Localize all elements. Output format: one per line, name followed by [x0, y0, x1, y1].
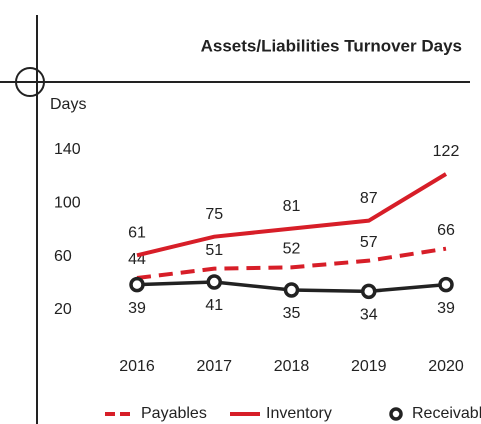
legend-marker: [389, 407, 403, 421]
marker: [206, 274, 222, 290]
x-tick-label: 2019: [351, 358, 387, 375]
legend-label: Receivables: [412, 405, 481, 422]
series-line: [136, 246, 447, 280]
marker: [361, 283, 377, 300]
data-label: 51: [205, 242, 223, 259]
data-label: 61: [128, 225, 146, 242]
x-tick-label: 2016: [119, 358, 155, 375]
y-tick-label: 60: [54, 248, 72, 265]
series-line: [136, 172, 448, 258]
legend-label: Payables: [141, 405, 207, 422]
data-label: 87: [360, 190, 378, 207]
x-tick-label: 2020: [428, 358, 464, 375]
crosshair: [15, 67, 45, 97]
data-label: 34: [360, 307, 378, 324]
data-label: 75: [205, 206, 223, 223]
data-label: 35: [283, 305, 301, 322]
marker: [438, 276, 454, 293]
x-tick-label: 2017: [196, 358, 232, 375]
chart-title: Assets/Liabilities Turnover Days: [201, 36, 462, 55]
x-tick-label: 2018: [274, 358, 310, 375]
y-axis-label: Days: [50, 96, 86, 113]
y-tick-label: 140: [54, 141, 81, 158]
legend-label: Inventory: [266, 405, 332, 422]
data-label: 41: [205, 297, 223, 314]
data-label: 52: [283, 241, 301, 258]
y-tick-label: 20: [54, 301, 72, 318]
data-label: 39: [128, 300, 146, 317]
data-label: 122: [433, 143, 460, 160]
y-tick-label: 100: [54, 195, 81, 212]
data-label: 39: [437, 300, 455, 317]
marker: [129, 276, 145, 293]
data-label: 81: [283, 198, 301, 215]
marker: [283, 282, 300, 298]
data-label: 66: [437, 222, 455, 239]
data-label: 57: [360, 234, 378, 251]
